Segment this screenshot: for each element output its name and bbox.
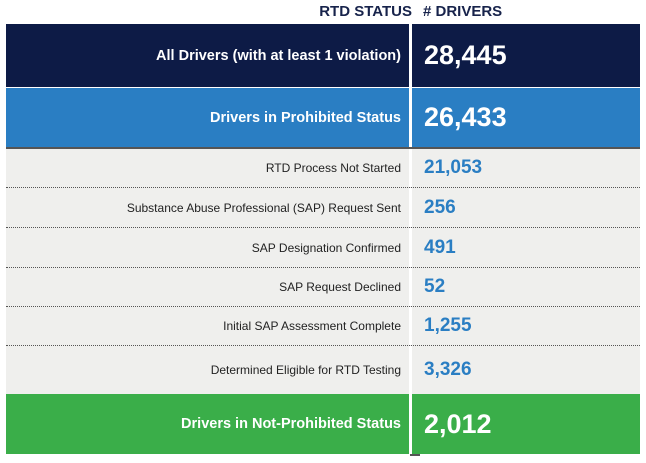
- row-label: SAP Designation Confirmed: [251, 240, 401, 255]
- header-num-drivers: # DRIVERS: [423, 3, 503, 20]
- row-label: All Drivers (with at least 1 violation): [156, 47, 401, 64]
- row-value: 3,326: [424, 359, 472, 380]
- header-rtd-status: RTD STATUS: [319, 3, 412, 20]
- row-value: 1,255: [424, 315, 472, 336]
- row-not-prohibited-status: Drivers in Not-Prohibited Status 2,012: [6, 394, 640, 454]
- row-rtd-not-started: RTD Process Not Started 21,053: [6, 149, 640, 188]
- row-prohibited-status: Drivers in Prohibited Status 26,433: [6, 88, 640, 149]
- row-label: SAP Request Declined: [279, 280, 401, 294]
- table-header: RTD STATUS # DRIVERS: [6, 0, 640, 24]
- row-all-drivers: All Drivers (with at least 1 violation) …: [6, 24, 640, 88]
- column-separator: [409, 88, 412, 147]
- row-label: Substance Abuse Professional (SAP) Reque…: [126, 200, 401, 215]
- row-value: 491: [424, 236, 456, 258]
- row-label: Initial SAP Assessment Complete: [223, 319, 401, 333]
- row-eligible-rtd-testing: Determined Eligible for RTD Testing 3,32…: [6, 346, 640, 394]
- column-separator: [409, 268, 412, 306]
- row-value: 26,433: [424, 102, 507, 132]
- row-value: 2,012: [424, 408, 492, 439]
- row-label: Drivers in Not-Prohibited Status: [181, 416, 401, 432]
- rtd-status-table: RTD STATUS # DRIVERS All Drivers (with a…: [6, 0, 640, 456]
- column-separator: [409, 228, 412, 267]
- column-separator: [409, 149, 412, 187]
- row-sap-request-declined: SAP Request Declined 52: [6, 268, 640, 307]
- column-separator: [409, 307, 412, 345]
- bottom-divider: [410, 454, 420, 456]
- row-sap-designation-confirmed: SAP Designation Confirmed 491: [6, 228, 640, 268]
- column-separator: [409, 394, 412, 454]
- row-value: 52: [424, 276, 446, 297]
- row-initial-sap-assessment: Initial SAP Assessment Complete 1,255: [6, 307, 640, 346]
- column-separator: [409, 188, 412, 227]
- row-value: 21,053: [424, 157, 483, 178]
- row-label: RTD Process Not Started: [265, 161, 401, 175]
- row-label: Drivers in Prohibited Status: [210, 109, 401, 126]
- row-value: 256: [424, 196, 456, 218]
- column-separator: [409, 346, 412, 394]
- row-sap-request-sent: Substance Abuse Professional (SAP) Reque…: [6, 188, 640, 228]
- row-value: 28,445: [424, 40, 507, 70]
- row-label: Determined Eligible for RTD Testing: [210, 363, 401, 377]
- column-separator: [409, 24, 412, 87]
